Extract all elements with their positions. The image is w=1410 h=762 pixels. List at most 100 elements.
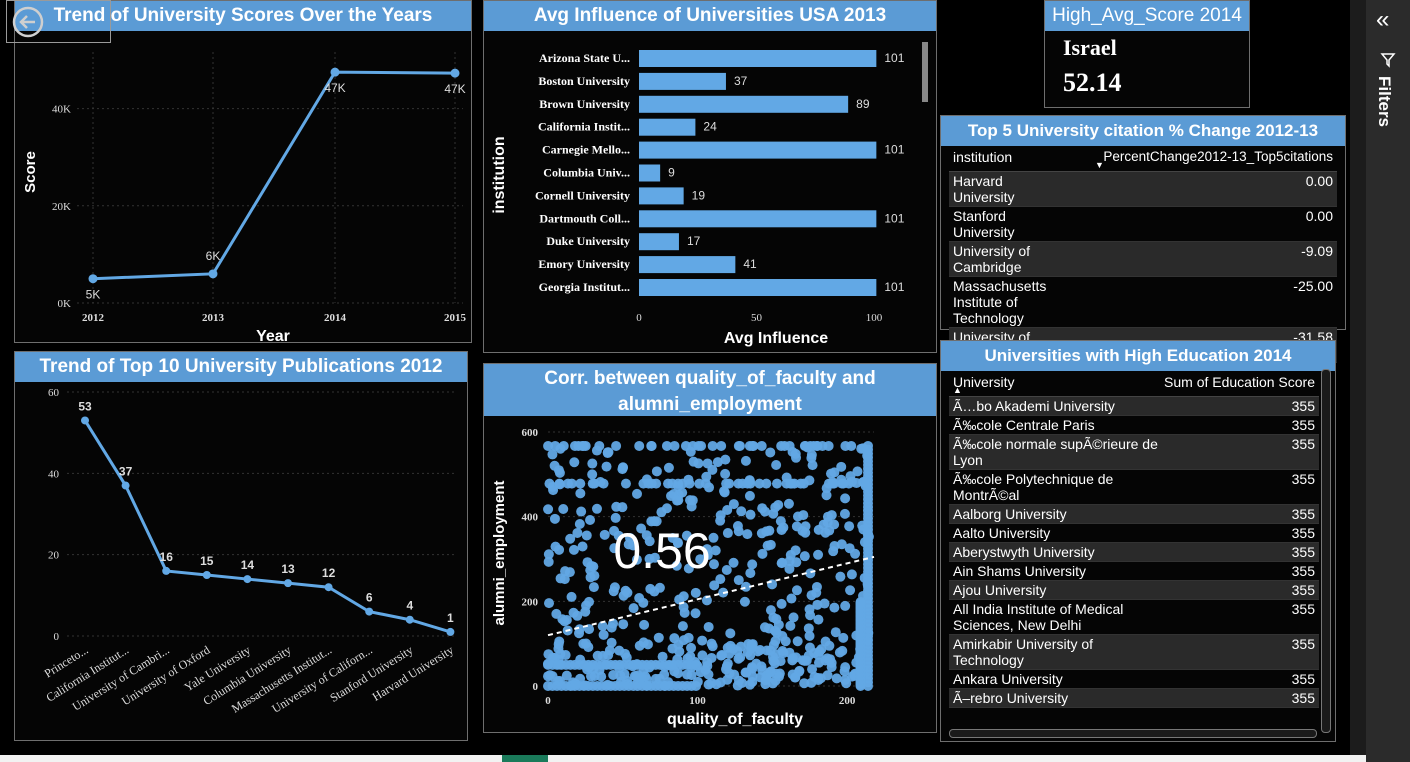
pub-point: [81, 416, 89, 425]
corr-point: [661, 503, 672, 514]
corr-point: [681, 530, 692, 541]
collapse-chevron-icon[interactable]: «: [1376, 6, 1390, 33]
corr-point: [785, 620, 796, 631]
active-page-tab[interactable]: [502, 755, 548, 762]
table-row[interactable]: University of Cambridge -9.09: [949, 242, 1337, 277]
influence-bar: [639, 141, 877, 159]
corr-point: [659, 669, 670, 680]
table-row[interactable]: Ajou University 355: [949, 581, 1319, 600]
influence-category-label: Georgia Institut...: [539, 280, 630, 294]
education-vscrollbar[interactable]: [1321, 369, 1331, 733]
corr-point: [776, 598, 787, 609]
score-point: [330, 67, 340, 77]
corr-point: [639, 619, 650, 630]
sort-up-icon: ▲: [953, 385, 962, 395]
pub-data-label: 4: [406, 599, 413, 613]
pub-point: [243, 575, 252, 584]
influence-x-tick: 100: [866, 312, 883, 324]
table-row[interactable]: Ã‰cole normale supÃ©rieure de Lyon 355: [949, 435, 1319, 470]
corr-point: [792, 636, 803, 647]
corr-point: [597, 621, 608, 632]
cell-name: Ain Shams University: [953, 563, 1087, 579]
corr-point: [671, 560, 682, 571]
corr-point: [577, 541, 588, 552]
scroll-rail[interactable]: [1350, 0, 1366, 762]
cell-value: 0.00: [1305, 208, 1333, 224]
cell-name: Aberystwyth University: [953, 544, 1095, 560]
corr-point: [587, 458, 598, 469]
table-row[interactable]: Aalto University 355: [949, 524, 1319, 543]
pub-data-label: 37: [119, 465, 133, 479]
influence-category-label: Dartmouth Coll...: [539, 211, 630, 225]
corr-point: [572, 610, 583, 621]
pub-point: [446, 627, 455, 636]
filters-pane[interactable]: « Filters: [1366, 0, 1410, 762]
corr-point: [588, 582, 599, 593]
influence-category-label: Cornell University: [535, 188, 630, 202]
corr-point: [807, 664, 818, 675]
table-row[interactable]: All India Institute of Medical Sciences,…: [949, 600, 1319, 635]
table-row[interactable]: Massachusetts Institute of Technology -25…: [949, 277, 1337, 328]
table-row[interactable]: Aalborg University 355: [949, 505, 1319, 524]
table-row[interactable]: Ã–rebro University 355: [949, 689, 1319, 708]
table-row[interactable]: Ã‰cole Polytechnique de MontrÃ©al 355: [949, 470, 1319, 505]
corr-point: [728, 499, 739, 510]
cell-name: Ã‰cole normale supÃ©rieure de Lyon: [953, 436, 1158, 468]
corr-point: [863, 440, 874, 451]
corr-point: [840, 493, 851, 504]
corr-point: [697, 650, 708, 661]
corr-point: [544, 598, 555, 609]
back-button[interactable]: [6, 0, 111, 43]
pub-data-label: 1: [447, 611, 454, 625]
corr-point: [585, 572, 596, 583]
education-hscrollbar[interactable]: [949, 729, 1317, 738]
corr-point: [651, 466, 662, 477]
corr-point: [769, 658, 780, 669]
corr-y-tick: 400: [522, 512, 539, 524]
table-row[interactable]: Aberystwyth University 355: [949, 543, 1319, 562]
corr-point: [691, 681, 702, 691]
influence-scrollbar[interactable]: [922, 42, 928, 102]
corr-point: [696, 440, 707, 451]
score-y-tick: 40K: [52, 104, 71, 116]
influence-axis-title-x: Avg Influence: [724, 330, 828, 347]
corr-point: [641, 530, 652, 541]
corr-point: [683, 632, 694, 643]
corr-point: [589, 478, 600, 489]
corr-point: [715, 574, 726, 585]
table-row[interactable]: Stanford University 0.00: [949, 207, 1337, 242]
corr-point: [550, 440, 561, 451]
education-col-university[interactable]: University: [953, 374, 1015, 390]
citation-col-percent[interactable]: PercentChange2012-13_Top5citations: [1103, 149, 1333, 164]
education-col-score[interactable]: Sum of Education Score: [1164, 374, 1315, 390]
corr-point: [585, 565, 596, 576]
citation-col-institution[interactable]: institution: [953, 149, 1013, 165]
table-row[interactable]: Ankara University 355: [949, 670, 1319, 689]
publications-title: Trend of Top 10 University Publications …: [15, 352, 467, 382]
corr-axis-title-y: alumni_employment: [491, 480, 508, 625]
corr-point: [715, 510, 726, 521]
corr-point: [625, 532, 636, 543]
table-row[interactable]: Harvard University 0.00: [949, 172, 1337, 207]
education-panel: Universities with High Education 2014 Un…: [940, 340, 1336, 742]
corr-point: [703, 621, 714, 632]
corr-point: [653, 632, 664, 643]
corr-point: [599, 529, 610, 540]
influence-axis-title-y: institution: [491, 136, 508, 213]
corr-point: [686, 642, 697, 653]
corr-point: [547, 449, 558, 460]
score-axis-title-x: Year: [256, 328, 290, 342]
corr-point: [745, 509, 756, 520]
influence-x-tick: 0: [636, 312, 642, 324]
table-row[interactable]: Ã‰cole Centrale Paris 355: [949, 416, 1319, 435]
corr-point: [824, 640, 835, 651]
table-row[interactable]: Ã…bo Akademi University 355: [949, 397, 1319, 416]
corr-point: [745, 650, 756, 661]
corr-point: [821, 490, 832, 501]
cell-name: Stanford University: [953, 208, 1015, 240]
pub-point: [162, 566, 171, 575]
corr-point: [784, 563, 795, 574]
table-row[interactable]: Ain Shams University 355: [949, 562, 1319, 581]
corr-point: [733, 653, 744, 664]
table-row[interactable]: Amirkabir University of Technology 355: [949, 635, 1319, 670]
